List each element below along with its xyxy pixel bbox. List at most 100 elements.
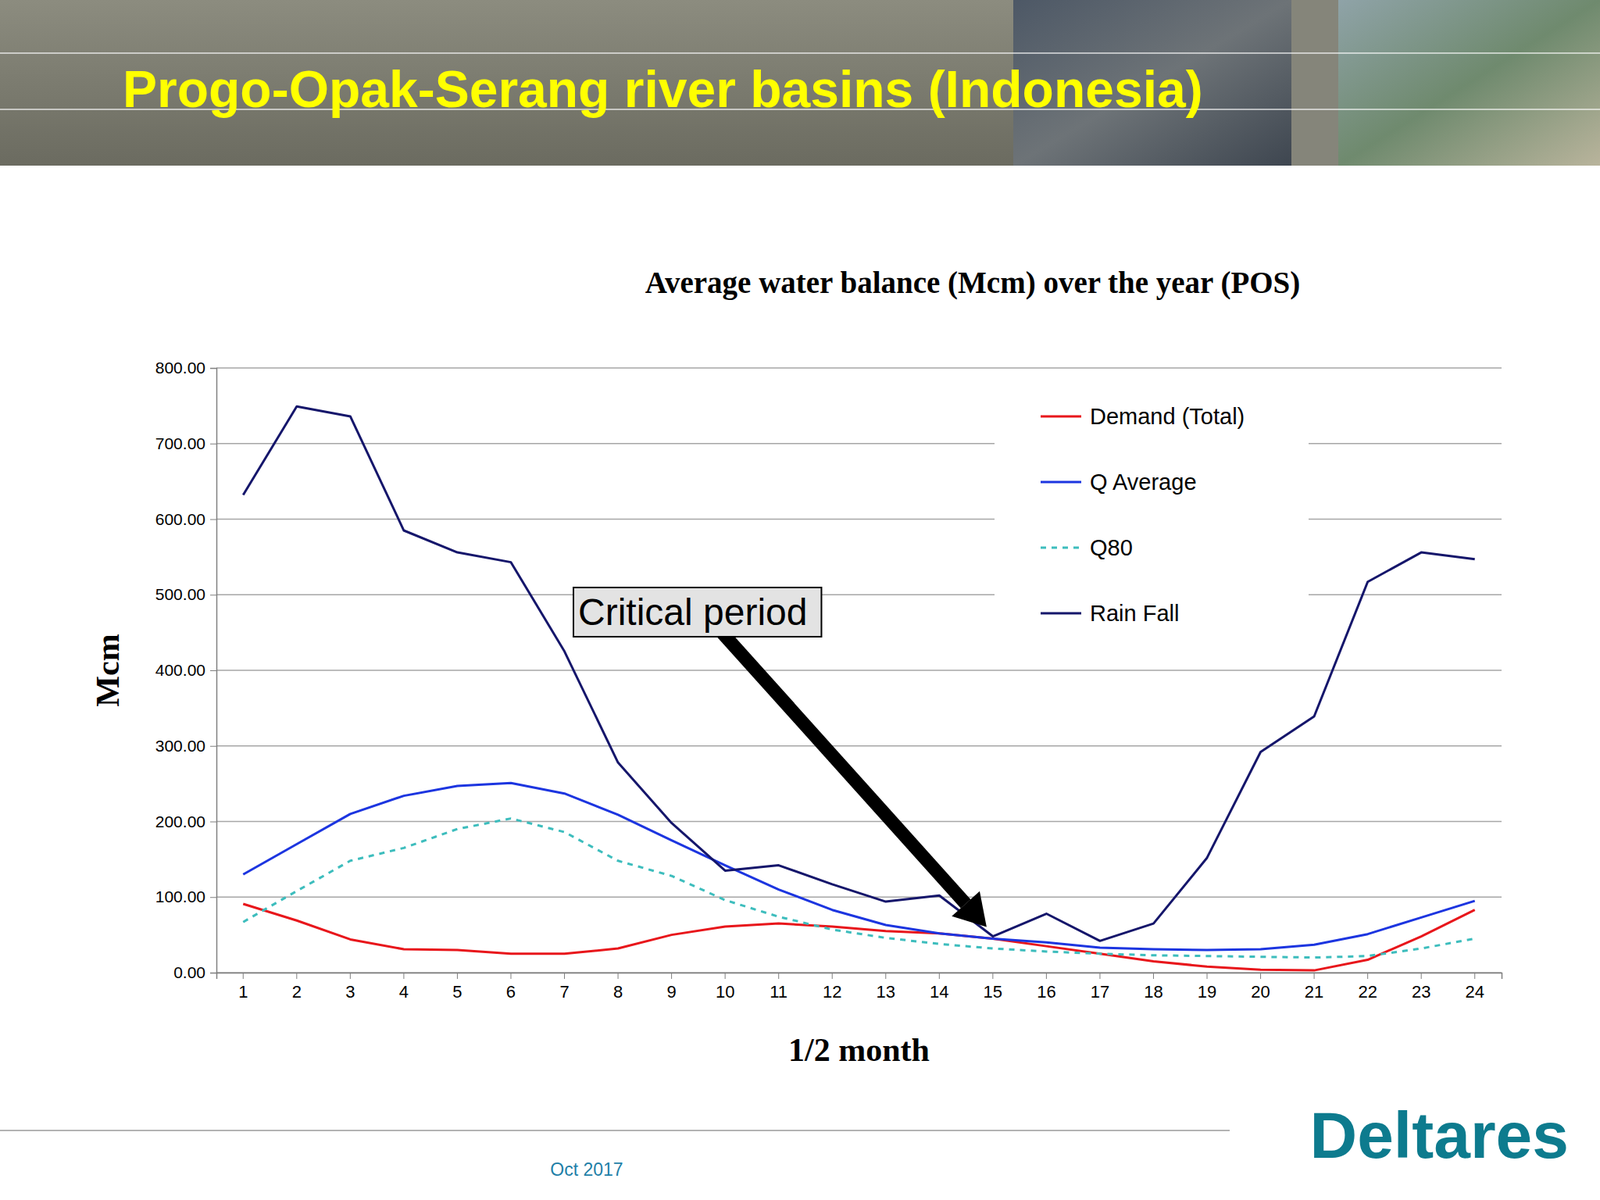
grid-line — [216, 669, 1502, 671]
y-tick: 0.00 — [173, 963, 217, 982]
legend-label: Demand (Total) — [1089, 403, 1245, 429]
y-tick-mark — [210, 443, 217, 445]
x-tick: 18 — [1143, 972, 1163, 1002]
legend-swatch — [1040, 546, 1082, 550]
x-tick: 20 — [1250, 972, 1270, 1002]
series-line — [242, 782, 1475, 950]
x-tick-label: 4 — [399, 982, 409, 1002]
y-tick: 200.00 — [155, 812, 217, 831]
x-tick: 19 — [1197, 972, 1217, 1002]
header: Progo-Opak-Serang river basins (Indonesi… — [0, 0, 1600, 166]
grid-line — [216, 896, 1502, 898]
x-tick: 12 — [822, 972, 842, 1002]
x-axis-line — [217, 973, 1503, 980]
x-tick-mark — [832, 972, 833, 979]
x-tick: 9 — [666, 972, 676, 1002]
x-tick-mark — [1260, 972, 1261, 979]
y-tick: 300.00 — [155, 736, 217, 755]
footer-logo: Deltares — [1309, 1098, 1569, 1172]
y-tick-label: 600.00 — [155, 510, 206, 529]
x-tick-label: 23 — [1411, 982, 1431, 1002]
y-tick: 500.00 — [155, 585, 217, 604]
x-tick-label: 20 — [1250, 982, 1270, 1002]
legend-label: Rain Fall — [1089, 600, 1179, 626]
x-tick-label: 19 — [1197, 982, 1217, 1002]
y-tick-mark — [210, 896, 217, 898]
y-tick: 800.00 — [155, 358, 217, 377]
header-rule — [0, 52, 1600, 54]
x-tick-mark — [1046, 972, 1047, 979]
x-tick-label: 8 — [613, 982, 623, 1002]
annotation-box — [573, 587, 822, 637]
x-tick: 23 — [1411, 972, 1431, 1002]
x-tick-mark — [242, 972, 244, 979]
x-axis-title: 1/2 month — [788, 1032, 930, 1068]
x-tick-mark — [1153, 972, 1154, 979]
footer: Oct 2017Deltares — [0, 1098, 1569, 1180]
y-tick: 700.00 — [155, 434, 217, 453]
legend-swatch — [1040, 481, 1082, 484]
legend-label: Q80 — [1089, 535, 1133, 561]
header-photo — [1338, 0, 1600, 166]
x-axis: 123456789101112131415161718192021222324 — [217, 972, 1503, 1002]
y-tick-mark — [210, 972, 217, 974]
x-tick-mark — [403, 972, 404, 979]
y-tick-mark — [210, 670, 217, 672]
x-tick-label: 7 — [559, 982, 569, 1002]
legend-label: Q Average — [1089, 469, 1197, 495]
y-tick-mark — [210, 821, 217, 823]
x-tick: 15 — [983, 972, 1003, 1002]
page-title: Progo-Opak-Serang river basins (Indonesi… — [122, 60, 1204, 118]
grid-line — [216, 594, 1502, 596]
x-tick-mark — [296, 972, 297, 979]
y-tick: 600.00 — [155, 510, 217, 529]
y-axis-line — [210, 368, 218, 974]
x-tick-label: 14 — [929, 982, 949, 1002]
x-tick-mark — [564, 972, 565, 979]
y-tick-label: 100.00 — [155, 887, 206, 906]
y-axis: 0.00100.00200.00300.00400.00500.00600.00… — [155, 358, 218, 982]
grid-line — [216, 442, 1502, 444]
x-tick-mark — [457, 972, 458, 979]
x-tick-label: 3 — [345, 982, 355, 1002]
x-tick-mark — [992, 972, 993, 979]
grid — [216, 367, 1502, 973]
series-line — [242, 818, 1475, 958]
x-tick: 11 — [769, 972, 788, 1002]
x-tick-label: 15 — [983, 982, 1003, 1002]
legend: Demand (Total) Q Average Q80 Rain Fall — [994, 392, 1309, 639]
x-tick: 2 — [292, 972, 302, 1002]
series-line — [242, 903, 1475, 971]
annotation-arrow — [721, 632, 966, 904]
y-tick-label: 0.00 — [173, 963, 206, 982]
x-tick: 22 — [1357, 972, 1377, 1002]
x-tick: 4 — [399, 972, 409, 1002]
x-tick-mark — [885, 972, 886, 979]
x-tick: 14 — [929, 972, 949, 1002]
x-tick-label: 22 — [1357, 982, 1377, 1002]
x-tick: 13 — [876, 972, 896, 1002]
x-tick-label: 18 — [1143, 982, 1163, 1002]
y-tick-mark — [210, 367, 217, 369]
x-tick: 8 — [613, 972, 623, 1002]
y-tick-mark — [210, 519, 217, 521]
chart-title: Average water balance (Mcm) over the yea… — [645, 265, 1301, 300]
x-tick-mark — [1314, 972, 1315, 979]
x-tick: 17 — [1090, 972, 1110, 1002]
x-tick-mark — [1421, 972, 1422, 979]
x-tick-label: 10 — [715, 982, 735, 1002]
y-tick-label: 200.00 — [155, 812, 206, 831]
x-tick-label: 11 — [769, 982, 788, 1002]
x-tick-label: 9 — [666, 982, 676, 1002]
annotation-arrowhead — [951, 891, 987, 928]
x-tick-label: 6 — [506, 982, 516, 1002]
header-band — [0, 0, 1600, 166]
x-tick-label: 21 — [1304, 982, 1324, 1002]
x-tick-mark — [778, 972, 779, 979]
x-tick-mark — [1099, 972, 1100, 979]
y-tick: 100.00 — [155, 887, 217, 906]
y-tick-mark — [210, 594, 217, 596]
x-tick-label: 16 — [1036, 982, 1056, 1002]
x-tick-label: 17 — [1090, 982, 1110, 1002]
x-tick: 5 — [452, 972, 462, 1002]
